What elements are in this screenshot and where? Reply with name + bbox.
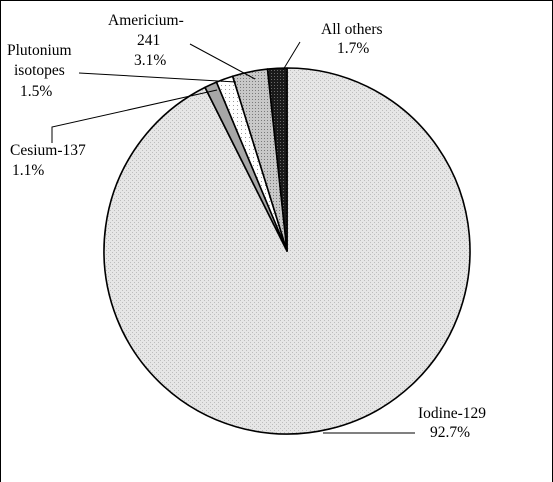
leader-lines bbox=[51, 41, 415, 434]
slice-label-americium-241-line-2: 241 bbox=[137, 32, 160, 49]
leader-line-cesium-137 bbox=[51, 89, 218, 143]
slices-layer bbox=[103, 67, 471, 435]
slice-value-plutonium-isotopes: 1.5% bbox=[20, 83, 52, 100]
slice-label-iodine-129: Iodine-129 bbox=[418, 405, 486, 422]
slice-label-americium-241-line-1: Americium- bbox=[108, 12, 184, 29]
slice-value-cesium-137: 1.1% bbox=[12, 162, 44, 179]
leader-line-all-others bbox=[282, 41, 301, 71]
pie-slice-all-others bbox=[266, 67, 288, 252]
slice-label-plutonium-isotopes-line-2: isotopes bbox=[14, 62, 65, 79]
slice-label-cesium-137: Cesium-137 bbox=[10, 142, 86, 159]
leader-line-plutonium-isotopes bbox=[78, 72, 237, 83]
slice-value-all-others: 1.7% bbox=[337, 40, 369, 57]
slice-value-americium-241: 3.1% bbox=[134, 52, 166, 69]
slice-label-all-others: All others bbox=[321, 21, 383, 38]
leader-line-americium-241 bbox=[189, 43, 256, 80]
slice-labels: Iodine-129 92.7% Cesium-137 1.1% Plutonium is… bbox=[7, 12, 486, 441]
slice-label-plutonium-isotopes-line-1: Plutonium bbox=[7, 42, 72, 59]
slice-value-iodine-129: 92.7% bbox=[430, 424, 470, 441]
